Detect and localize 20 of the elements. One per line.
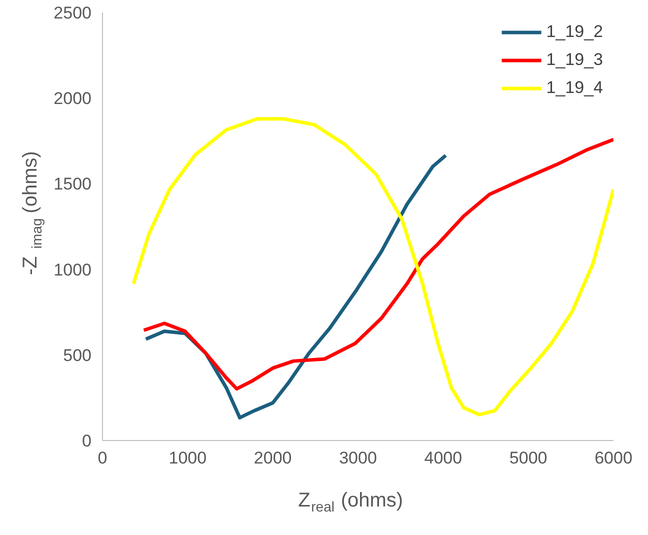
y-tick-label: 1500 bbox=[54, 174, 92, 194]
legend-label: 1_19_3 bbox=[546, 50, 603, 70]
y-axis-title: -Zimag (ohms) bbox=[20, 151, 44, 276]
x-tick-label: 0 bbox=[98, 448, 108, 468]
legend-label: 1_19_4 bbox=[546, 78, 603, 98]
line-series bbox=[142, 138, 614, 391]
x-tick-label: 1000 bbox=[168, 448, 207, 468]
x-tick-label: 3000 bbox=[339, 448, 377, 468]
line-series bbox=[132, 117, 614, 416]
x-tick-label: 4000 bbox=[424, 448, 462, 468]
legend-label: 1_19_2 bbox=[546, 22, 603, 42]
x-tick-label: 2000 bbox=[254, 448, 292, 468]
x-tick-label: 6000 bbox=[594, 448, 632, 468]
y-tick-label: 1000 bbox=[54, 260, 92, 280]
y-tick-label: 0 bbox=[82, 432, 92, 450]
x-tick-label: 5000 bbox=[509, 448, 548, 468]
line-series bbox=[144, 154, 448, 420]
y-tick-label: 2500 bbox=[54, 4, 92, 22]
y-tick-label: 500 bbox=[63, 346, 92, 365]
y-tick-label: 2000 bbox=[54, 89, 92, 108]
